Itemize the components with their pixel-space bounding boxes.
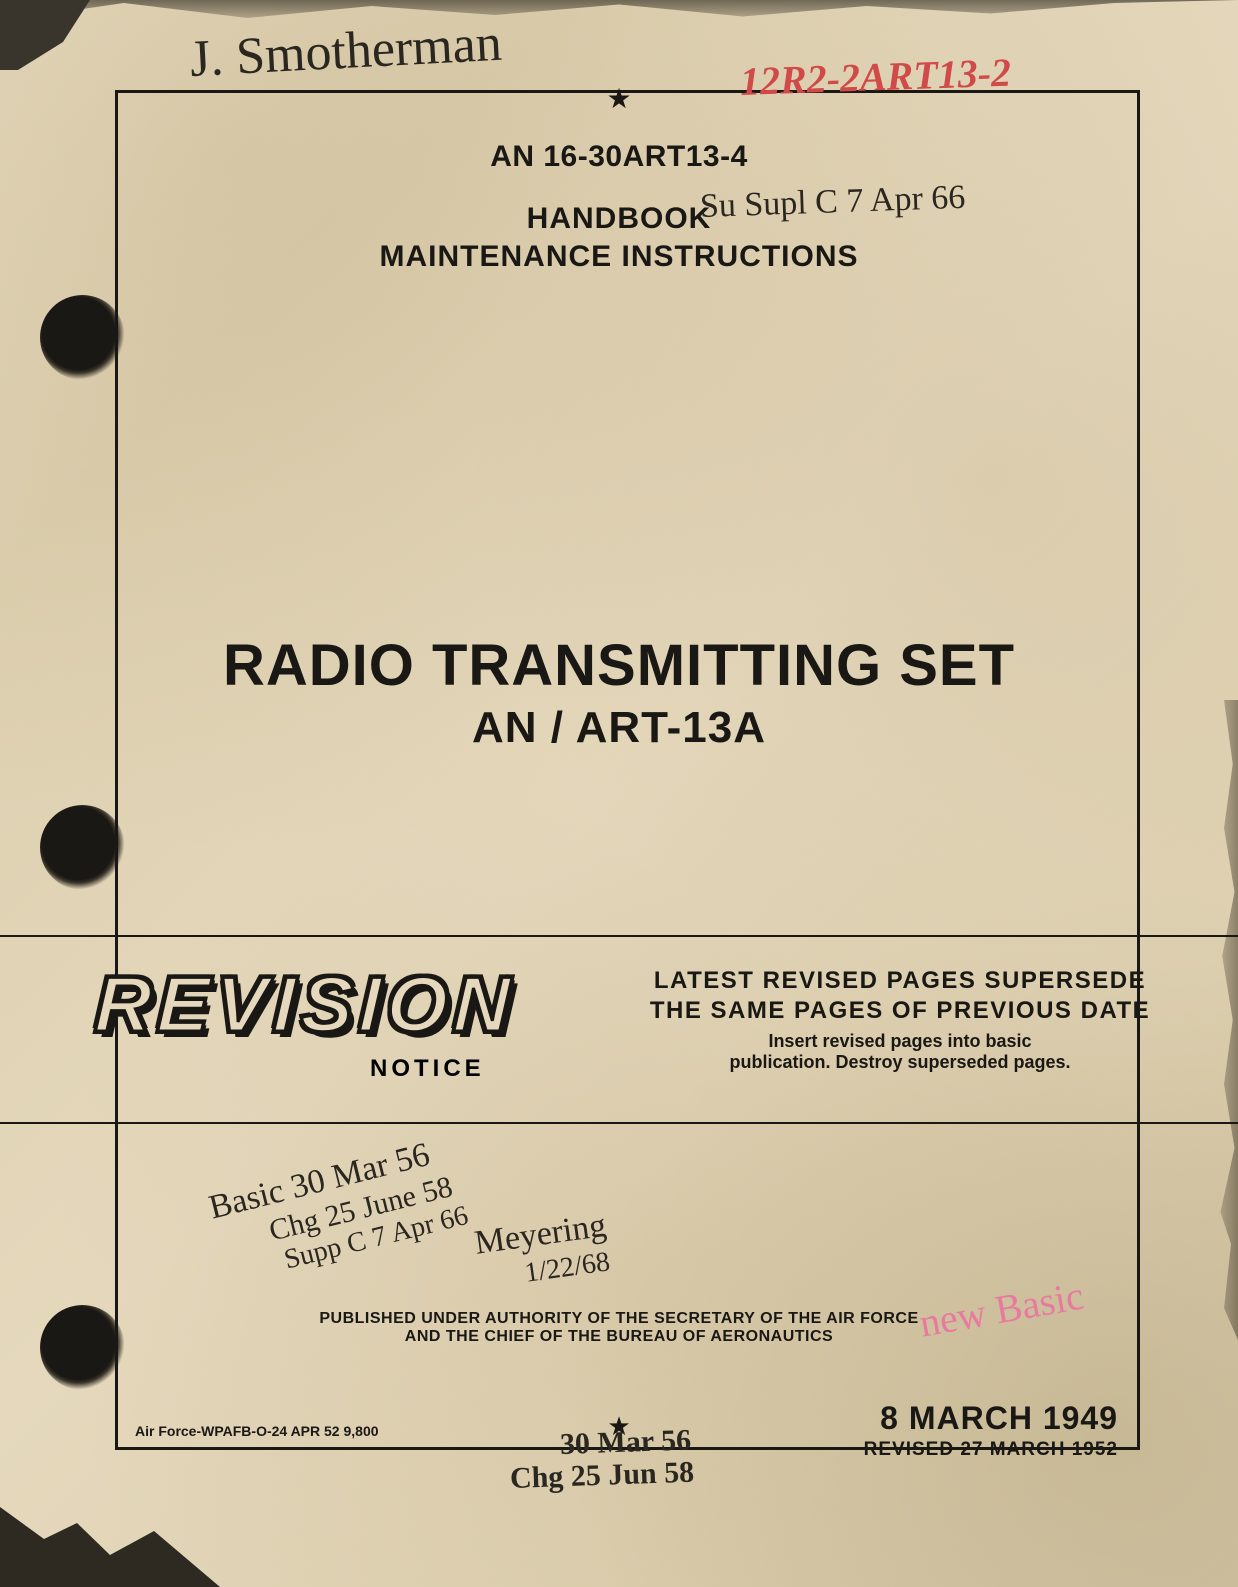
star-icon: ★ [606,82,631,115]
document-number: AN 16-30ART13-4 [490,140,748,174]
publication-date: 8 MARCH 1949 [864,1400,1118,1437]
revision-word: REVISION [93,959,517,1050]
authority-line: AND THE CHIEF OF THE BUREAU OF AERONAUTI… [319,1328,918,1346]
handwritten-signature: J. Smotherman [188,14,503,89]
revision-text-small: Insert revised pages into basic [620,1031,1180,1052]
revision-text-line: LATEST REVISED PAGES SUPERSEDE [620,967,1180,995]
revision-text-small: publication. Destroy superseded pages. [620,1052,1180,1073]
revision-notice-label: NOTICE [370,1055,485,1083]
handbook-label: HANDBOOK [527,202,712,236]
authority-line: PUBLISHED UNDER AUTHORITY OF THE SECRETA… [319,1310,918,1328]
title-line-1: RADIO TRANSMITTING SET [223,632,1015,699]
punch-hole [40,295,125,380]
print-info: Air Force-WPAFB-O-24 APR 52 9,800 [135,1423,379,1439]
document-title: RADIO TRANSMITTING SET AN / ART-13A [223,632,1015,753]
page-border [115,90,1140,1450]
revision-date: REVISED 27 MARCH 1952 [864,1439,1118,1461]
date-block: 8 MARCH 1949 REVISED 27 MARCH 1952 [864,1400,1118,1461]
torn-corner-top-left [0,0,90,70]
handwritten-annotation-red: 12R2-2ART13-2 [739,49,1012,105]
handwritten-annotation: Chg 25 Jun 58 [509,1456,694,1496]
title-line-2: AN / ART-13A [223,703,1015,753]
publication-authority: PUBLISHED UNDER AUTHORITY OF THE SECRETA… [319,1310,918,1346]
torn-corner-bottom-left [0,1507,220,1587]
torn-edge-top [0,0,1238,30]
revision-strip: REVISION NOTICE LATEST REVISED PAGES SUP… [0,935,1238,1124]
punch-hole [40,1305,125,1390]
revision-instructions: LATEST REVISED PAGES SUPERSEDE THE SAME … [620,967,1180,1073]
maintenance-instructions-label: MAINTENANCE INSTRUCTIONS [380,240,859,274]
revision-text-line: THE SAME PAGES OF PREVIOUS DATE [620,997,1180,1025]
document-page: ★ AN 16-30ART13-4 HANDBOOK MAINTENANCE I… [0,0,1238,1587]
punch-hole [40,805,125,890]
